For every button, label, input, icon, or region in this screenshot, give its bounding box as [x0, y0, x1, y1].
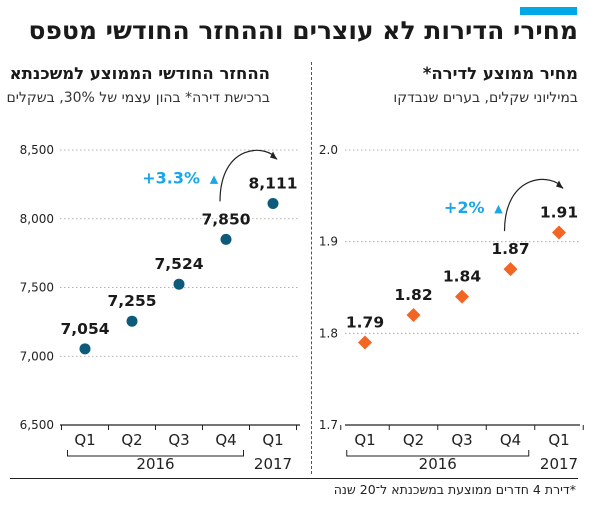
left-data-label: 7,054 — [60, 320, 109, 338]
right-year-bracket — [346, 450, 530, 457]
left-category-label: Q2 — [121, 431, 142, 449]
right-change-triangle: ▲ — [494, 202, 503, 215]
right-data-point — [503, 262, 518, 277]
right-data-label: 1.91 — [540, 204, 578, 222]
right-category-label: Q4 — [500, 431, 521, 449]
right-change-arrowhead — [556, 180, 563, 189]
left-data-point — [220, 233, 232, 245]
right-data-label: 1.87 — [491, 240, 529, 258]
left-data-point — [79, 343, 91, 355]
panel-divider — [311, 62, 312, 474]
right-ytick-label: 1.8 — [319, 326, 338, 340]
left-category-label: Q4 — [215, 431, 236, 449]
right-ytick-label: 2.0 — [319, 143, 338, 157]
left-ytick-label: 8,000 — [20, 212, 54, 226]
left-chart-title: ההחזר החודשי הממוצע למשכנתא — [9, 64, 270, 83]
page-title: מחירי הדירות לא עוצרים וההחזר החודשי מטפ… — [28, 16, 578, 45]
left-data-point — [126, 315, 138, 327]
right-data-point — [358, 335, 372, 350]
right-data-label: 1.84 — [443, 268, 481, 286]
right-category-label: Q1 — [354, 431, 375, 449]
right-data-point — [552, 225, 566, 240]
left-category-label: Q1 — [74, 431, 95, 449]
left-chart-subtitle: ברכישת דירה* בהון עצמי של 30%, בשקלים — [6, 90, 270, 106]
left-data-point — [267, 197, 279, 209]
left-data-point — [173, 278, 185, 290]
left-ytick-label: 7,500 — [20, 281, 54, 295]
right-chart-subtitle: במיליוני שקלים, בערים שנבדקו — [393, 90, 578, 106]
left-data-label: 7,850 — [201, 210, 250, 228]
left-data-label: 7,524 — [154, 255, 203, 273]
left-ytick-label: 7,000 — [20, 349, 54, 363]
right-year-label: 2017 — [540, 455, 578, 473]
accent-bar — [520, 7, 577, 15]
left-year-bracket — [67, 450, 244, 457]
right-data-label: 1.82 — [394, 286, 432, 304]
left-category-label: Q3 — [168, 431, 189, 449]
left-change-triangle: ▲ — [210, 172, 219, 185]
footer-rule — [10, 478, 578, 479]
left-ytick-label: 6,500 — [20, 418, 54, 432]
left-data-label: 7,255 — [107, 292, 156, 310]
left-year-label: 2017 — [254, 455, 292, 473]
left-data-label: 8,111 — [248, 174, 297, 192]
right-data-point — [406, 308, 421, 322]
right-ytick-label: 1.7 — [319, 418, 338, 432]
right-category-label: Q3 — [451, 431, 472, 449]
right-change-label: +2% — [444, 198, 485, 217]
right-data-point — [455, 289, 469, 304]
right-category-label: Q2 — [403, 431, 424, 449]
left-year-label: 2016 — [136, 455, 174, 473]
right-category-label: Q1 — [548, 431, 569, 449]
left-ytick-label: 8,500 — [20, 143, 54, 157]
right-ytick-label: 1.9 — [319, 235, 338, 249]
left-category-label: Q1 — [262, 431, 283, 449]
right-year-label: 2016 — [419, 455, 457, 473]
left-change-label: +3.3% — [142, 168, 200, 187]
footnote: *דירת 4 חדרים ממוצעת במשכנתא ל־20 שנה — [333, 482, 576, 497]
right-chart-title: מחיר ממוצע לדירה* — [422, 64, 578, 83]
left-change-arrowhead — [270, 151, 277, 160]
right-data-label: 1.79 — [346, 314, 384, 332]
